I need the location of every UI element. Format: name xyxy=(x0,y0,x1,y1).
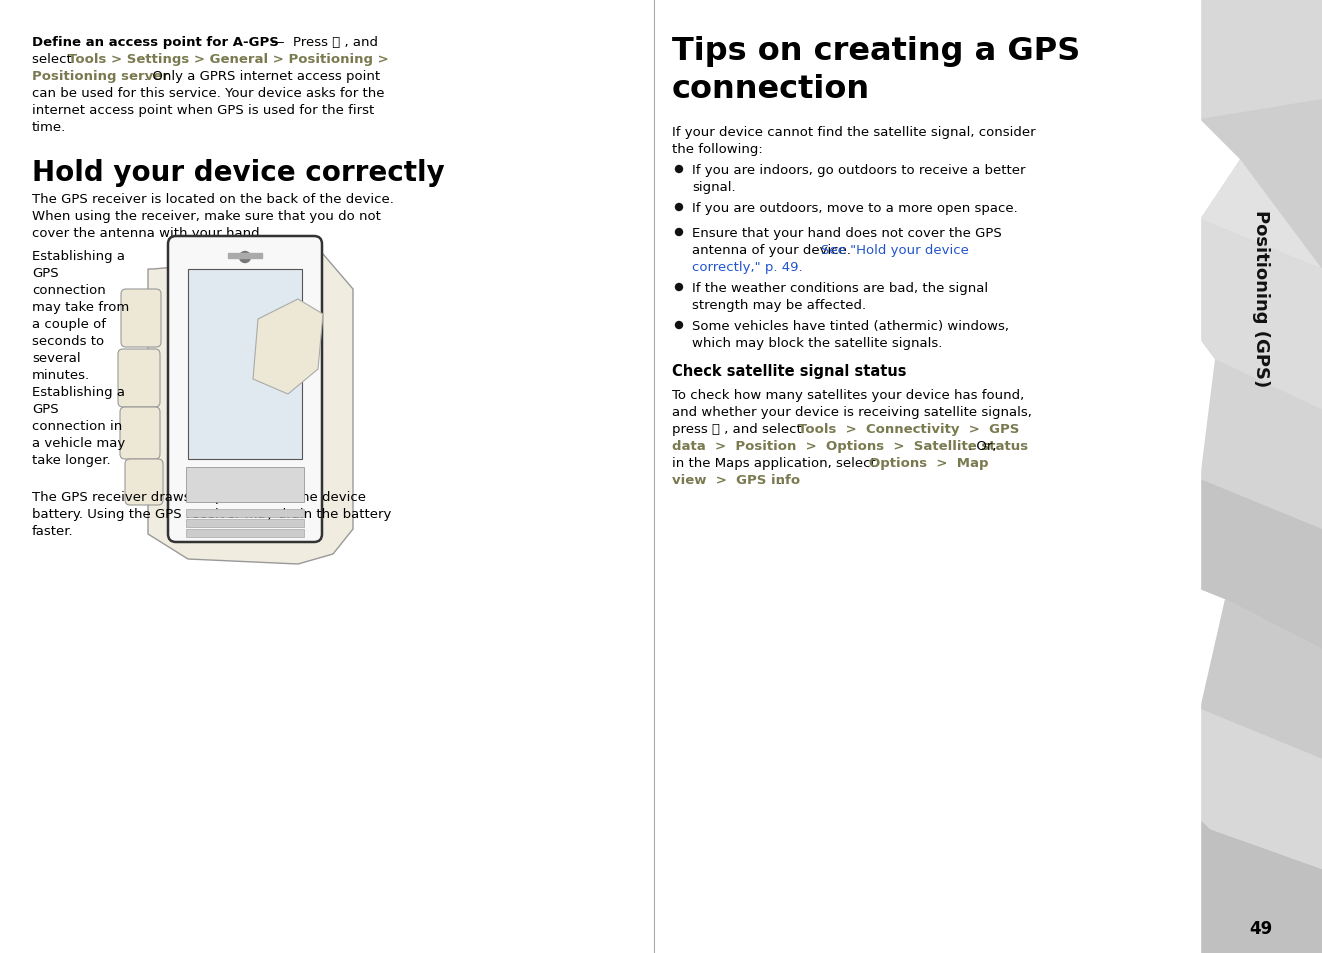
Polygon shape xyxy=(148,254,353,564)
Text: GPS: GPS xyxy=(32,402,58,416)
Text: If the weather conditions are bad, the signal: If the weather conditions are bad, the s… xyxy=(691,282,988,294)
Text: press Ⓟ , and select: press Ⓟ , and select xyxy=(672,422,806,436)
Text: Define an access point for A-GPS: Define an access point for A-GPS xyxy=(32,36,279,49)
Text: Some vehicles have tinted (athermic) windows,: Some vehicles have tinted (athermic) win… xyxy=(691,319,1009,333)
Text: faster.: faster. xyxy=(32,525,74,537)
Text: the following:: the following: xyxy=(672,143,763,156)
Text: correctly," p. 49.: correctly," p. 49. xyxy=(691,261,802,274)
Text: Positioning (GPS): Positioning (GPS) xyxy=(1252,210,1270,387)
Polygon shape xyxy=(1200,479,1322,649)
Circle shape xyxy=(676,204,682,212)
FancyBboxPatch shape xyxy=(122,290,161,348)
Text: The GPS receiver is located on the back of the device.: The GPS receiver is located on the back … xyxy=(32,193,394,206)
FancyBboxPatch shape xyxy=(168,236,323,542)
FancyBboxPatch shape xyxy=(118,350,160,408)
Text: connection: connection xyxy=(672,74,870,105)
Polygon shape xyxy=(1200,359,1322,530)
Polygon shape xyxy=(1200,709,1322,869)
Bar xyxy=(186,530,304,537)
Bar xyxy=(186,468,304,502)
Text: GPS: GPS xyxy=(32,267,58,280)
Text: 49: 49 xyxy=(1249,919,1273,937)
Text: Ensure that your hand does not cover the GPS: Ensure that your hand does not cover the… xyxy=(691,227,1002,240)
Text: data  >  Position  >  Options  >  Satellite status: data > Position > Options > Satellite st… xyxy=(672,439,1029,453)
Text: may take from: may take from xyxy=(32,301,130,314)
Polygon shape xyxy=(1200,220,1322,410)
Bar xyxy=(227,253,262,258)
Text: several: several xyxy=(32,352,81,365)
Polygon shape xyxy=(253,299,323,395)
Text: Tools  >  Connectivity  >  GPS: Tools > Connectivity > GPS xyxy=(798,422,1019,436)
Text: cover the antenna with your hand.: cover the antenna with your hand. xyxy=(32,227,264,240)
Text: . Or,: . Or, xyxy=(968,439,997,453)
Text: which may block the satellite signals.: which may block the satellite signals. xyxy=(691,336,943,350)
Polygon shape xyxy=(1200,100,1322,270)
Text: time.: time. xyxy=(32,121,66,133)
Text: Check satellite signal status: Check satellite signal status xyxy=(672,364,907,378)
Text: seconds to: seconds to xyxy=(32,335,104,348)
Text: in the Maps application, select: in the Maps application, select xyxy=(672,456,880,470)
Polygon shape xyxy=(1200,100,1322,270)
Circle shape xyxy=(676,284,682,292)
Text: If your device cannot find the satellite signal, consider: If your device cannot find the satellite… xyxy=(672,126,1035,139)
Text: strength may be affected.: strength may be affected. xyxy=(691,298,866,312)
Text: connection in: connection in xyxy=(32,419,122,433)
Polygon shape xyxy=(1200,220,1322,410)
Text: Tips on creating a GPS: Tips on creating a GPS xyxy=(672,36,1080,67)
Text: minutes.: minutes. xyxy=(32,369,90,381)
Text: Establishing a: Establishing a xyxy=(32,386,126,398)
Polygon shape xyxy=(1200,0,1322,160)
Text: internet access point when GPS is used for the first: internet access point when GPS is used f… xyxy=(32,104,374,117)
Text: signal.: signal. xyxy=(691,181,735,193)
Text: Options  >  Map: Options > Map xyxy=(869,456,989,470)
Text: select: select xyxy=(32,53,75,66)
Text: Positioning server: Positioning server xyxy=(32,70,169,83)
Text: view  >  GPS info: view > GPS info xyxy=(672,474,800,486)
Text: If you are outdoors, move to a more open space.: If you are outdoors, move to a more open… xyxy=(691,202,1018,214)
Text: battery. Using the GPS receiver may drain the battery: battery. Using the GPS receiver may drai… xyxy=(32,508,391,521)
Text: a vehicle may: a vehicle may xyxy=(32,436,126,450)
Bar xyxy=(186,519,304,527)
Polygon shape xyxy=(1200,709,1322,869)
Text: When using the receiver, make sure that you do not: When using the receiver, make sure that … xyxy=(32,210,381,223)
Text: If you are indoors, go outdoors to receive a better: If you are indoors, go outdoors to recei… xyxy=(691,164,1026,177)
Polygon shape xyxy=(1200,599,1322,760)
Text: —  Press Ⓟ , and: — Press Ⓟ , and xyxy=(267,36,378,49)
Circle shape xyxy=(676,167,682,173)
Polygon shape xyxy=(1200,820,1322,953)
Text: Tools > Settings > General > Positioning >: Tools > Settings > General > Positioning… xyxy=(67,53,389,66)
Bar xyxy=(188,270,301,459)
Text: Establishing a: Establishing a xyxy=(32,250,126,263)
Text: To check how many satellites your device has found,: To check how many satellites your device… xyxy=(672,389,1025,401)
Polygon shape xyxy=(1200,479,1322,649)
Circle shape xyxy=(676,230,682,236)
Circle shape xyxy=(239,253,250,263)
Text: can be used for this service. Your device asks for the: can be used for this service. Your devic… xyxy=(32,87,385,100)
Text: . Only a GPRS internet access point: . Only a GPRS internet access point xyxy=(144,70,381,83)
Text: antenna of your device.: antenna of your device. xyxy=(691,244,855,256)
Text: a couple of: a couple of xyxy=(32,317,106,331)
FancyBboxPatch shape xyxy=(126,459,163,505)
Text: connection: connection xyxy=(32,284,106,296)
Text: and whether your device is receiving satellite signals,: and whether your device is receiving sat… xyxy=(672,406,1032,418)
Text: take longer.: take longer. xyxy=(32,454,111,467)
Bar xyxy=(186,510,304,517)
FancyBboxPatch shape xyxy=(120,408,160,459)
Text: .: . xyxy=(779,474,783,486)
Text: Hold your device correctly: Hold your device correctly xyxy=(32,159,444,187)
Text: The GPS receiver draws its power from the device: The GPS receiver draws its power from th… xyxy=(32,491,366,504)
Text: See "Hold your device: See "Hold your device xyxy=(821,244,969,256)
Circle shape xyxy=(676,322,682,329)
